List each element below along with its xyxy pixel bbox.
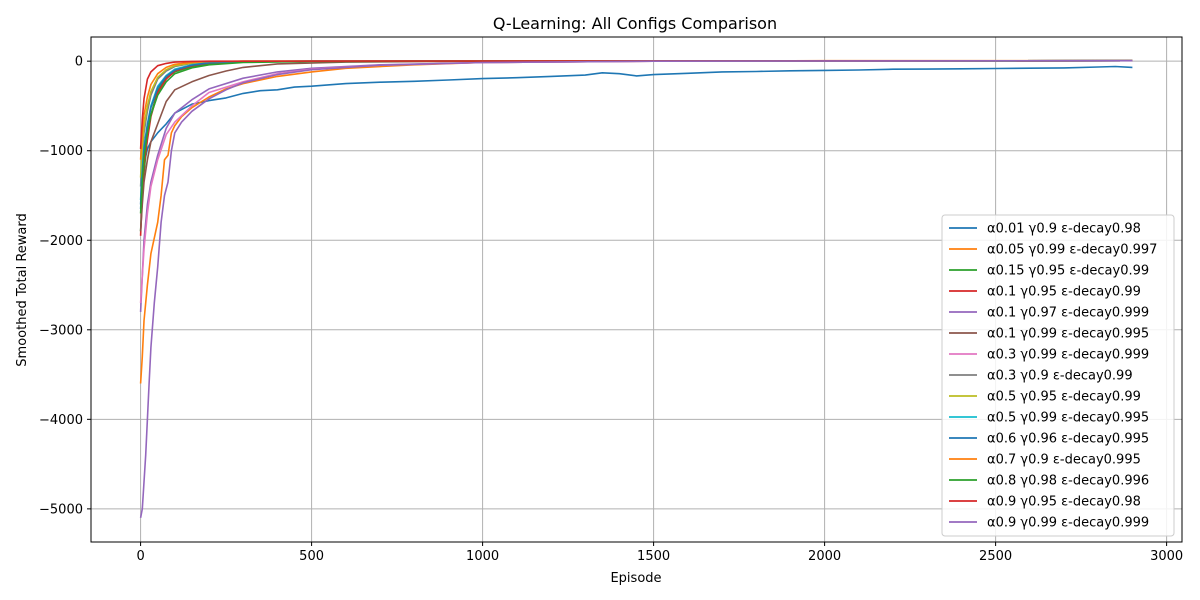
legend-entry-9: α0.5 γ0.95 ε-decay0.99 bbox=[987, 390, 1141, 405]
series-line-15 bbox=[139, 59, 1133, 518]
legend-entry-14: α0.9 γ0.95 ε-decay0.98 bbox=[987, 495, 1141, 510]
legend-entry-11: α0.6 γ0.96 ε-decay0.995 bbox=[987, 432, 1149, 447]
x-tick-label: 2000 bbox=[808, 549, 841, 564]
legend-entry-5: α0.1 γ0.97 ε-decay0.999 bbox=[987, 306, 1149, 321]
legend-box bbox=[941, 214, 1175, 537]
legend-entry-13: α0.8 γ0.98 ε-decay0.996 bbox=[987, 474, 1149, 489]
x-tick-label: 3000 bbox=[1150, 549, 1183, 564]
y-ticks: 0 −1000 −2000 −3000 −4000 −5000 bbox=[39, 55, 91, 517]
y-tick-label: −2000 bbox=[39, 234, 83, 249]
legend-entry-12: α0.7 γ0.9 ε-decay0.995 bbox=[987, 453, 1141, 468]
y-tick-label: −5000 bbox=[39, 502, 83, 517]
series-line-6 bbox=[139, 59, 1133, 232]
legend-entry-8: α0.3 γ0.9 ε-decay0.99 bbox=[987, 369, 1133, 384]
series-line-14 bbox=[139, 59, 1133, 149]
legend-entry-1: α0.01 γ0.9 ε-decay0.98 bbox=[987, 222, 1141, 237]
legend-entry-3: α0.15 γ0.95 ε-decay0.99 bbox=[987, 264, 1149, 279]
y-tick-label: 0 bbox=[75, 55, 83, 70]
chart-title: Q-Learning: All Configs Comparison bbox=[493, 14, 777, 33]
legend-entry-15: α0.9 γ0.99 ε-decay0.999 bbox=[987, 516, 1149, 531]
legend-entry-2: α0.05 γ0.99 ε-decay0.997 bbox=[987, 243, 1157, 258]
x-ticks: 0 500 1000 1500 2000 2500 3000 bbox=[136, 542, 1183, 564]
legend-entry-10: α0.5 γ0.99 ε-decay0.995 bbox=[987, 411, 1149, 426]
x-tick-label: 1500 bbox=[637, 549, 670, 564]
x-axis-label: Episode bbox=[610, 571, 661, 586]
plot-frame bbox=[90, 36, 1183, 543]
x-tick-label: 0 bbox=[136, 549, 144, 564]
x-tick-label: 2500 bbox=[979, 549, 1012, 564]
x-tick-label: 500 bbox=[299, 549, 324, 564]
legend-entry-7: α0.3 γ0.99 ε-decay0.999 bbox=[987, 348, 1149, 363]
y-tick-label: −3000 bbox=[39, 323, 83, 338]
y-tick-label: −1000 bbox=[39, 144, 83, 159]
legend: α0.01 γ0.9 ε-decay0.98 α0.05 γ0.99 ε-deca… bbox=[941, 214, 1175, 537]
y-tick-label: −4000 bbox=[39, 413, 83, 428]
legend-entry-6: α0.1 γ0.99 ε-decay0.995 bbox=[987, 327, 1149, 342]
series-lines bbox=[139, 59, 1133, 518]
y-axis-label: Smoothed Total Reward bbox=[15, 213, 30, 366]
legend-entry-4: α0.1 γ0.95 ε-decay0.99 bbox=[987, 285, 1141, 300]
x-tick-label: 1000 bbox=[466, 549, 499, 564]
